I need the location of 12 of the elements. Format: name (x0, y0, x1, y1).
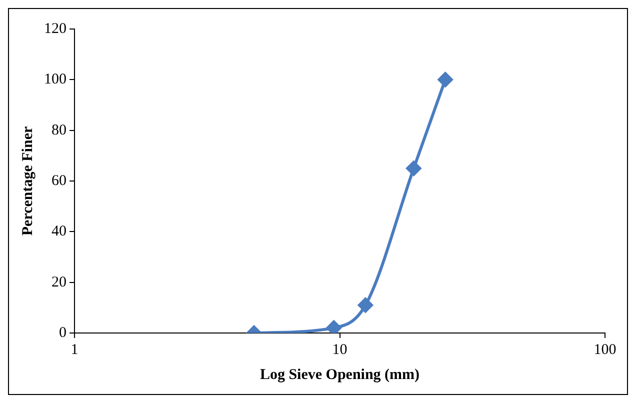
y-tick-label: 60 (52, 172, 66, 189)
y-tick-label: 80 (52, 122, 66, 138)
y-axis-title: Percentage Finer (20, 126, 36, 236)
y-tick-label: 20 (52, 274, 66, 290)
y-tick-label: 100 (44, 72, 66, 88)
y-tick-label: 0 (59, 324, 66, 341)
x-tick-label: 100 (594, 342, 616, 358)
x-tick-label: 1 (70, 342, 78, 358)
y-tick-label: 120 (44, 20, 66, 37)
y-tick-label: 40 (52, 224, 66, 240)
x-tick-label: 10 (332, 342, 348, 358)
x-axis-title: Log Sieve Opening (mm) (260, 366, 420, 383)
